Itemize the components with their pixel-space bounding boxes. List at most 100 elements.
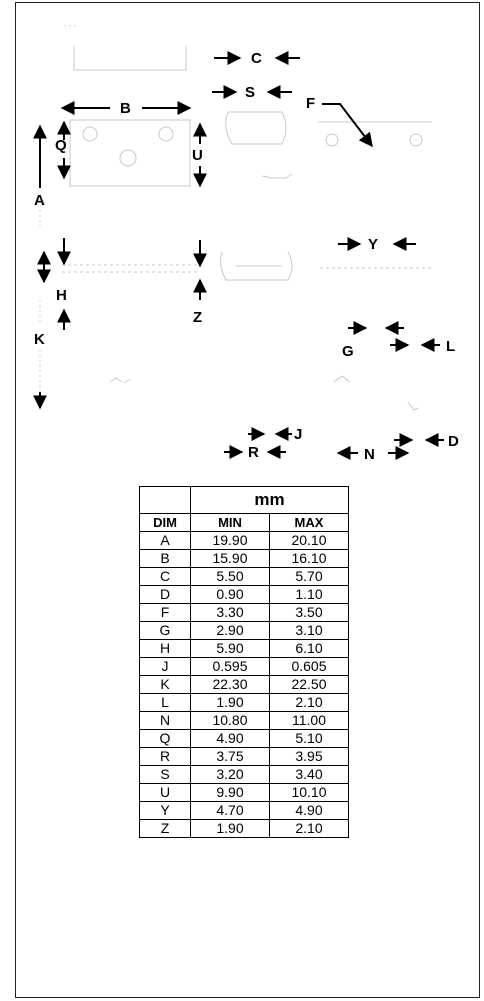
dimension-labels: B C S F Q U A Y H Z K G L J D R N — [34, 50, 459, 463]
min-cell: 2.90 — [190, 621, 270, 640]
label-a: A — [34, 192, 45, 209]
max-cell: 6.10 — [269, 639, 349, 658]
dim-cell: U — [139, 783, 191, 802]
table-row: G 2.90 3.10 — [139, 621, 349, 640]
min-cell: 10.80 — [190, 711, 270, 730]
table-row: B 15.90 16.10 — [139, 549, 349, 568]
label-u: U — [192, 147, 203, 164]
label-g: G — [342, 343, 354, 360]
min-cell: 1.90 — [190, 819, 270, 838]
table-row: R 3.75 3.95 — [139, 747, 349, 766]
min-cell: 3.30 — [190, 603, 270, 622]
dim-cell: A — [139, 531, 191, 550]
label-r: R — [248, 444, 259, 461]
min-cell: 0.595 — [190, 657, 270, 676]
max-cell: 5.10 — [269, 729, 349, 748]
table-corner-cell — [139, 486, 191, 514]
table-row: N 10.80 11.00 — [139, 711, 349, 730]
min-cell: 3.20 — [190, 765, 270, 784]
dim-cell: C — [139, 567, 191, 586]
max-cell: 5.70 — [269, 567, 349, 586]
min-cell: 1.90 — [190, 693, 270, 712]
dim-cell: L — [139, 693, 191, 712]
min-cell: 4.70 — [190, 801, 270, 820]
side-view-outline — [220, 111, 293, 281]
label-d: D — [448, 433, 459, 450]
max-cell: 3.50 — [269, 603, 349, 622]
max-cell: 10.10 — [269, 783, 349, 802]
label-j: J — [294, 426, 302, 443]
table-row: Y 4.70 4.90 — [139, 801, 349, 820]
max-cell: 16.10 — [269, 549, 349, 568]
max-cell: 11.00 — [269, 711, 349, 730]
max-column-header: MAX — [269, 513, 349, 532]
min-cell: 0.90 — [190, 585, 270, 604]
table-row: H 5.90 6.10 — [139, 639, 349, 658]
max-cell: 2.10 — [269, 819, 349, 838]
package-outline-drawing: B C S F Q U A Y H Z K G L J D R N — [33, 25, 459, 463]
label-c: C — [251, 50, 262, 67]
table-row: Z 1.90 2.10 — [139, 819, 349, 838]
min-cell: 5.50 — [190, 567, 270, 586]
max-cell: 20.10 — [269, 531, 349, 550]
dim-cell: Y — [139, 801, 191, 820]
figure-frame — [15, 2, 480, 998]
min-cell: 15.90 — [190, 549, 270, 568]
top-view-outline — [318, 121, 432, 411]
max-cell: 0.605 — [269, 657, 349, 676]
min-cell: 9.90 — [190, 783, 270, 802]
max-cell: 1.10 — [269, 585, 349, 604]
min-cell: 3.75 — [190, 747, 270, 766]
dim-cell: Z — [139, 819, 191, 838]
label-n: N — [364, 446, 375, 463]
table-row: K 22.30 22.50 — [139, 675, 349, 694]
label-s: S — [245, 84, 255, 101]
dim-cell: Q — [139, 729, 191, 748]
table-row: C 5.50 5.70 — [139, 567, 349, 586]
front-view-outline — [62, 25, 200, 384]
dim-cell: D — [139, 585, 191, 604]
max-cell: 3.95 — [269, 747, 349, 766]
dim-cell: N — [139, 711, 191, 730]
label-f: F — [306, 95, 315, 112]
table-row: S 3.20 3.40 — [139, 765, 349, 784]
label-q: Q — [55, 137, 67, 154]
dim-cell: J — [139, 657, 191, 676]
max-cell: 4.90 — [269, 801, 349, 820]
max-cell: 2.10 — [269, 693, 349, 712]
min-column-header: MIN — [190, 513, 270, 532]
dim-cell: K — [139, 675, 191, 694]
table-row: F 3.30 3.50 — [139, 603, 349, 622]
dim-cell: G — [139, 621, 191, 640]
label-l: L — [446, 338, 455, 355]
max-cell: 22.50 — [269, 675, 349, 694]
label-k: K — [34, 331, 45, 348]
table-header-row: DIM MIN MAX — [139, 513, 349, 532]
max-cell: 3.10 — [269, 621, 349, 640]
dim-column-header: DIM — [139, 513, 191, 532]
dimension-table: mm DIM MIN MAX A 19.90 20.10 B 15.90 16.10 C… — [139, 486, 349, 838]
table-unit-row: mm — [139, 486, 349, 514]
dim-cell: B — [139, 549, 191, 568]
table-row: A 19.90 20.10 — [139, 531, 349, 550]
max-cell: 3.40 — [269, 765, 349, 784]
table-row: Q 4.90 5.10 — [139, 729, 349, 748]
table-row: D 0.90 1.10 — [139, 585, 349, 604]
min-cell: 22.30 — [190, 675, 270, 694]
label-z: Z — [193, 309, 202, 326]
min-cell: 5.90 — [190, 639, 270, 658]
min-cell: 19.90 — [190, 531, 270, 550]
label-y: Y — [368, 236, 378, 253]
table-row: U 9.90 10.10 — [139, 783, 349, 802]
dim-cell: F — [139, 603, 191, 622]
min-cell: 4.90 — [190, 729, 270, 748]
table-row: J 0.595 0.605 — [139, 657, 349, 676]
table-row: L 1.90 2.10 — [139, 693, 349, 712]
unit-header: mm — [190, 486, 349, 514]
label-h: H — [56, 287, 67, 304]
dim-cell: S — [139, 765, 191, 784]
dim-cell: H — [139, 639, 191, 658]
dimension-arrows — [33, 51, 444, 460]
label-b: B — [120, 100, 131, 117]
dim-cell: R — [139, 747, 191, 766]
